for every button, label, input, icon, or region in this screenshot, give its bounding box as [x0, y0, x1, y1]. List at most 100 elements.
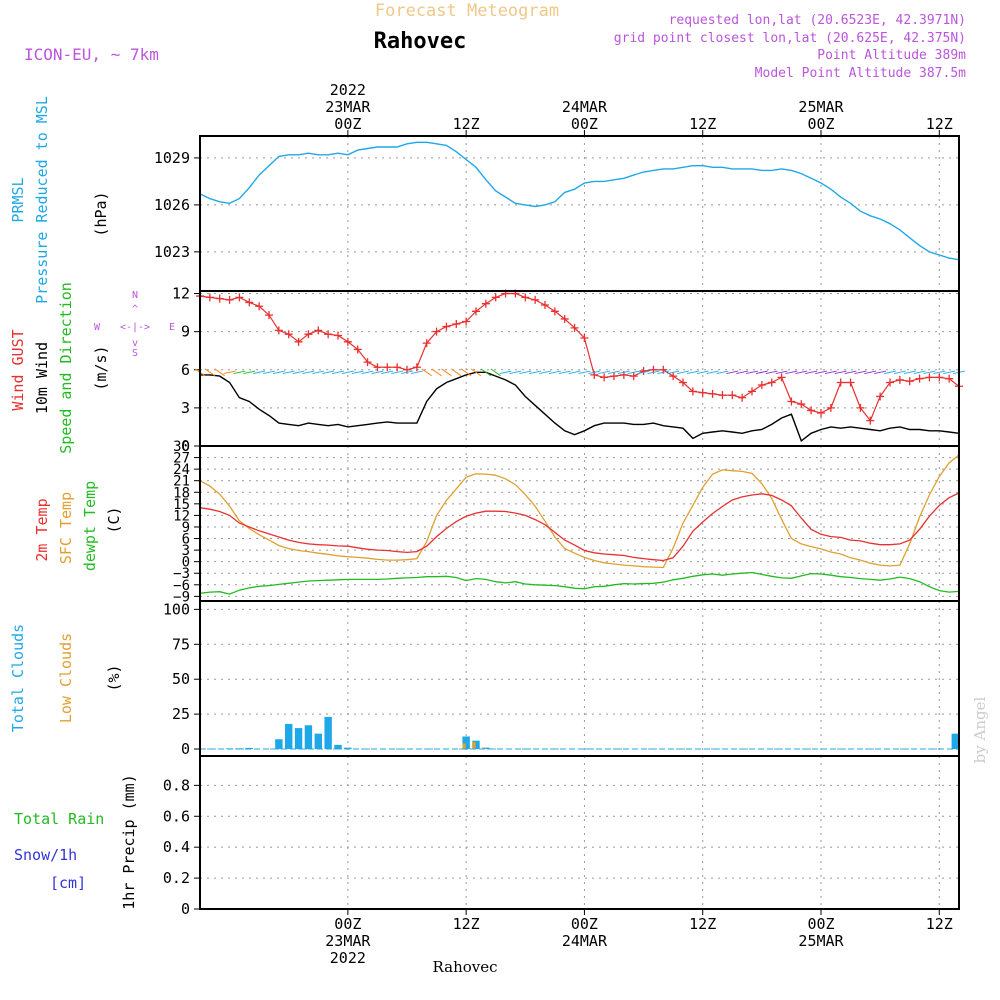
wind-arrow — [539, 370, 551, 375]
gust-marker — [550, 307, 559, 316]
wind-arrow — [667, 370, 680, 375]
gust-marker — [945, 374, 954, 383]
gust-marker — [826, 403, 835, 412]
wind-arrow — [933, 370, 946, 375]
total-cloud-bar — [462, 736, 470, 750]
gust-marker — [886, 378, 894, 387]
gust-marker — [915, 374, 924, 383]
total-cloud-bar — [275, 739, 283, 750]
y-tick-label: 100 — [163, 600, 190, 618]
panel-wind: 0 3 6 9 12 Wind GUST 10m Wind Speed and Directi… — [9, 282, 965, 455]
wind-arrow — [736, 370, 749, 375]
cloud-bars — [225, 716, 959, 750]
gust-marker — [383, 363, 392, 372]
y-tick-label: 0.6 — [163, 807, 190, 825]
compass-arrows: <-|-> — [120, 322, 150, 333]
model-altitude: Model Point Altitude 387.5m — [755, 66, 966, 81]
gust-marker — [610, 372, 618, 381]
gust-marker — [629, 372, 638, 381]
y-tick-label: 0.4 — [163, 838, 190, 856]
top-time-label: 00Z — [334, 115, 361, 133]
wind-arrow — [332, 370, 344, 375]
gust-marker — [412, 363, 421, 372]
gust-marker — [580, 334, 589, 343]
bottom-time-label: 25MAR — [798, 932, 844, 950]
pressure-label-1: PRMSL — [9, 177, 27, 222]
total-cloud-bar — [285, 723, 293, 750]
wind-speed-line — [200, 371, 960, 443]
wind-arrow — [598, 370, 611, 375]
low-cloud-bar — [472, 742, 476, 750]
wind-arrow — [529, 370, 542, 375]
bottom-time-label: 23MAR — [325, 932, 371, 950]
gust-marker — [688, 387, 697, 396]
low-cloud-bar — [482, 747, 486, 750]
winddir-label: Speed and Direction — [57, 282, 75, 454]
gust-marker — [215, 294, 224, 303]
wind-arrow — [361, 370, 374, 375]
bottom-time-label: 00Z — [334, 915, 361, 933]
wind-arrow — [243, 370, 256, 375]
wind-arrow — [617, 370, 630, 375]
gust-marker — [284, 330, 293, 339]
gust-marker — [393, 363, 402, 372]
gust-marker — [846, 378, 855, 387]
gust-marker — [353, 345, 362, 354]
top-time-label: 23MAR — [325, 98, 371, 116]
wind-arrow — [391, 370, 404, 375]
credit-label: by Angel — [971, 696, 989, 763]
pressure-line — [199, 141, 960, 261]
wind-arrow — [322, 370, 335, 375]
y-tick-label: 15 — [173, 497, 190, 513]
compass-legend: N S W E <-|-> ^ v — [94, 290, 175, 359]
gust-marker — [334, 331, 342, 340]
wind-arrow — [903, 370, 916, 375]
wind-arrow — [824, 370, 837, 375]
gust-marker — [452, 320, 461, 329]
gust-marker — [679, 378, 687, 387]
gust-marker — [304, 330, 313, 339]
wind-arrow — [519, 370, 532, 375]
wind-arrow — [410, 370, 423, 375]
wind-arrow — [647, 370, 660, 375]
low-clouds-label: Low Clouds — [57, 633, 75, 723]
gust-marker — [797, 400, 806, 409]
gust-marker — [866, 416, 875, 425]
total-cloud-bar — [245, 747, 253, 750]
gust-marker — [639, 367, 648, 376]
gust-marker — [738, 393, 747, 402]
y-tick-label: 12 — [173, 508, 190, 524]
wind-arrow — [421, 368, 432, 377]
compass-s: S — [132, 348, 138, 359]
wind-arrow — [233, 370, 246, 375]
wind-arrow — [805, 370, 818, 375]
bottom-time-label: 2022 — [330, 949, 366, 967]
point-altitude: Point Altitude 389m — [817, 48, 966, 63]
wind-arrow — [686, 370, 699, 375]
gust-marker — [935, 373, 944, 382]
y-tick-label: 0 — [181, 740, 190, 758]
compass-e: E — [169, 322, 175, 333]
wind-arrow — [499, 370, 512, 375]
wind-arrow — [223, 370, 236, 375]
wind-arrow — [844, 370, 857, 375]
bottom-time-label: 12Z — [689, 915, 716, 933]
gust-marker — [324, 330, 333, 339]
gust-marker — [373, 363, 382, 372]
rain-label: Total Rain — [14, 810, 104, 828]
gust-marker — [777, 373, 786, 382]
top-time-label: 24MAR — [562, 98, 608, 116]
bottom-time-label: 00Z — [807, 915, 834, 933]
panel-frame — [199, 755, 960, 910]
temp-unit: (C) — [105, 506, 123, 533]
panels: 1023 1026 1029 PRMSL Pressure Reduced to MSL… — [9, 81, 965, 967]
wind-arrow — [815, 370, 827, 375]
wind-arrow — [884, 370, 896, 375]
wind-arrow — [312, 370, 325, 375]
gust-marker — [314, 326, 323, 335]
y-tick-label: 18 — [173, 485, 190, 501]
gust-marker — [836, 378, 845, 387]
wind-arrow — [864, 370, 877, 375]
